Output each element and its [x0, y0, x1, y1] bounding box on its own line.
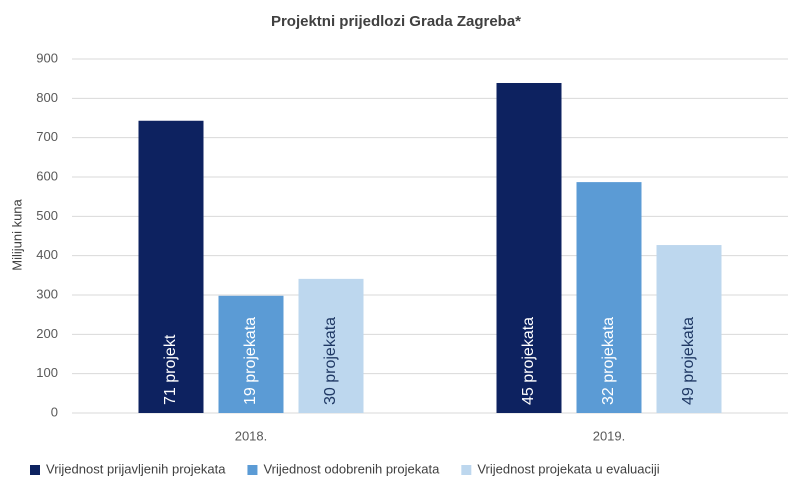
y-tick-label: 300 — [36, 286, 58, 301]
y-tick-label: 500 — [36, 208, 58, 223]
bar-label: 71 projekt — [162, 334, 179, 405]
bar-label: 30 projekata — [322, 317, 339, 405]
y-tick-label: 400 — [36, 247, 58, 262]
legend-label: Vrijednost prijavljenih projekata — [46, 461, 226, 476]
y-tick-label: 200 — [36, 326, 58, 341]
bar-label: 19 projekata — [242, 317, 259, 405]
x-tick-label: 2018. — [235, 428, 268, 443]
y-tick-label: 600 — [36, 168, 58, 183]
bar — [576, 182, 642, 413]
legend-label: Vrijednost odobrenih projekata — [263, 461, 440, 476]
bar — [138, 120, 204, 414]
chart-title: Projektni prijedlozi Grada Zagreba* — [271, 13, 521, 30]
bar — [656, 245, 722, 413]
y-tick-label: 800 — [36, 90, 58, 105]
bar — [496, 82, 562, 413]
bar — [298, 278, 364, 413]
y-tick-label: 900 — [36, 50, 58, 65]
bar — [218, 295, 284, 413]
y-axis-label: Milijuni kuna — [9, 198, 24, 270]
bar-label: 45 projekata — [520, 317, 537, 405]
y-tick-label: 100 — [36, 365, 58, 380]
bar-label: 49 projekata — [680, 317, 697, 405]
bar-label: 32 projekata — [600, 317, 617, 405]
legend-swatch — [247, 465, 258, 475]
legend-swatch — [30, 465, 40, 475]
legend-swatch — [461, 465, 472, 475]
legend-label: Vrijednost projekata u evaluaciji — [477, 461, 659, 476]
y-tick-label: 0 — [51, 404, 58, 419]
x-tick-label: 2019. — [593, 428, 626, 443]
y-tick-label: 700 — [36, 129, 58, 144]
